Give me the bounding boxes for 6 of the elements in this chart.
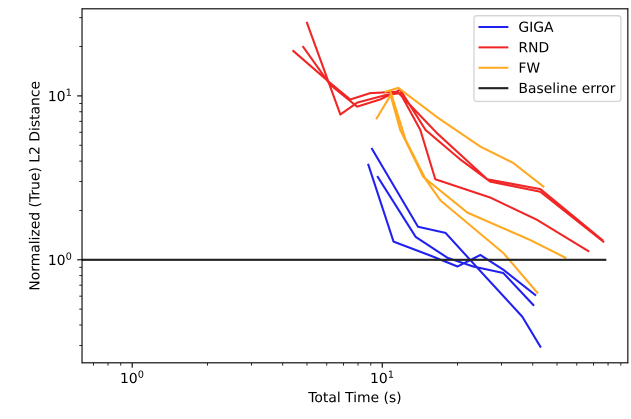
x-axis-title: Total Time (s) — [308, 392, 400, 404]
legend-label: Baseline error — [520, 82, 616, 94]
legend-label: FW — [520, 62, 540, 73]
legend-label: GIGA — [519, 22, 554, 32]
y-axis-title: Normalized (True) L2 Distance — [28, 82, 42, 290]
legend-label: RND — [520, 42, 548, 52]
